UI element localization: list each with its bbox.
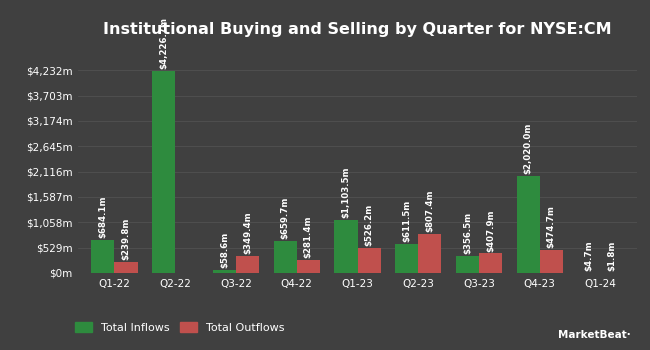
Title: Institutional Buying and Selling by Quarter for NYSE:CM: Institutional Buying and Selling by Quar… bbox=[103, 22, 612, 37]
Text: $2,020.0m: $2,020.0m bbox=[524, 123, 533, 174]
Legend: Total Inflows, Total Outflows: Total Inflows, Total Outflows bbox=[71, 318, 289, 337]
Bar bbox=[92, 240, 114, 273]
Bar bbox=[114, 261, 138, 273]
Text: $356.5m: $356.5m bbox=[463, 212, 472, 254]
Bar bbox=[479, 253, 502, 273]
Text: $807.4m: $807.4m bbox=[425, 190, 434, 232]
Bar bbox=[456, 256, 479, 273]
Bar bbox=[236, 256, 259, 273]
Text: $4.7m: $4.7m bbox=[584, 240, 593, 271]
Text: $4,226.7m: $4,226.7m bbox=[159, 17, 168, 69]
Text: $281.4m: $281.4m bbox=[304, 215, 313, 258]
Bar bbox=[334, 220, 358, 273]
Bar bbox=[213, 270, 236, 273]
Bar bbox=[358, 248, 381, 273]
Text: $1.8m: $1.8m bbox=[608, 240, 617, 271]
Text: $349.4m: $349.4m bbox=[243, 212, 252, 254]
Bar bbox=[540, 250, 563, 273]
Text: $684.1m: $684.1m bbox=[98, 196, 107, 238]
Bar bbox=[418, 234, 441, 273]
Bar bbox=[274, 241, 297, 273]
Text: $659.7m: $659.7m bbox=[281, 197, 290, 239]
Bar bbox=[297, 259, 320, 273]
Text: $1,103.5m: $1,103.5m bbox=[341, 167, 350, 218]
Text: $526.2m: $526.2m bbox=[365, 204, 374, 246]
Text: $239.8m: $239.8m bbox=[122, 217, 131, 260]
Text: $474.7m: $474.7m bbox=[547, 205, 556, 248]
Text: $407.9m: $407.9m bbox=[486, 209, 495, 252]
Bar bbox=[152, 71, 176, 273]
Text: MarketBeat·: MarketBeat· bbox=[558, 329, 630, 340]
Text: $58.6m: $58.6m bbox=[220, 232, 229, 268]
Bar bbox=[395, 244, 418, 273]
Text: $611.5m: $611.5m bbox=[402, 199, 411, 242]
Bar bbox=[517, 176, 540, 273]
